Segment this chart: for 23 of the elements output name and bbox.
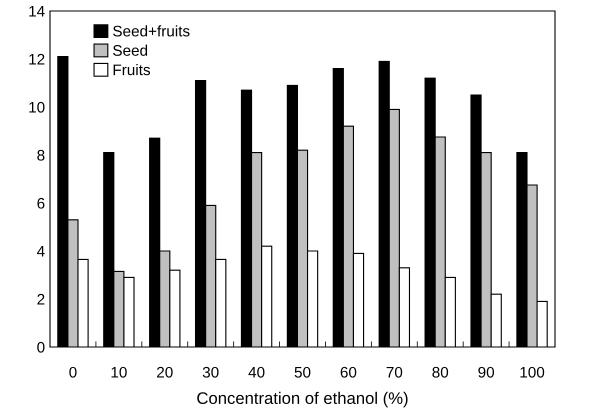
y-tick-label: 12 xyxy=(29,54,44,65)
x-tick-label: 10 xyxy=(112,366,127,378)
y-tick-label: 0 xyxy=(37,342,45,353)
x-tick-label: 80 xyxy=(432,366,448,378)
x-tick-label: 0 xyxy=(69,366,77,378)
y-tick-label: 4 xyxy=(36,246,45,257)
legend-label: Fruits xyxy=(114,64,150,76)
x-tick-label: 40 xyxy=(248,366,264,378)
y-tick-label: 6 xyxy=(37,198,44,209)
x-tick-label: 100 xyxy=(520,366,544,378)
y-tick-label: 10 xyxy=(29,102,45,113)
x-axis-title: Concentration of ethanol (%) xyxy=(197,392,408,408)
x-tick-label: 90 xyxy=(478,366,494,378)
y-tick-label: 8 xyxy=(37,150,44,161)
x-tick-label: 20 xyxy=(157,366,173,378)
y-tick-label: 2 xyxy=(37,294,44,305)
x-tick-label: 30 xyxy=(202,366,219,378)
y-tick-label: 14 xyxy=(29,6,45,17)
x-tick-label: 60 xyxy=(340,366,356,378)
legend-label: Seed+fruits xyxy=(113,25,190,37)
legend-label: Seed xyxy=(113,44,148,56)
x-tick-label: 50 xyxy=(294,366,310,378)
x-tick-label: 70 xyxy=(386,366,402,378)
